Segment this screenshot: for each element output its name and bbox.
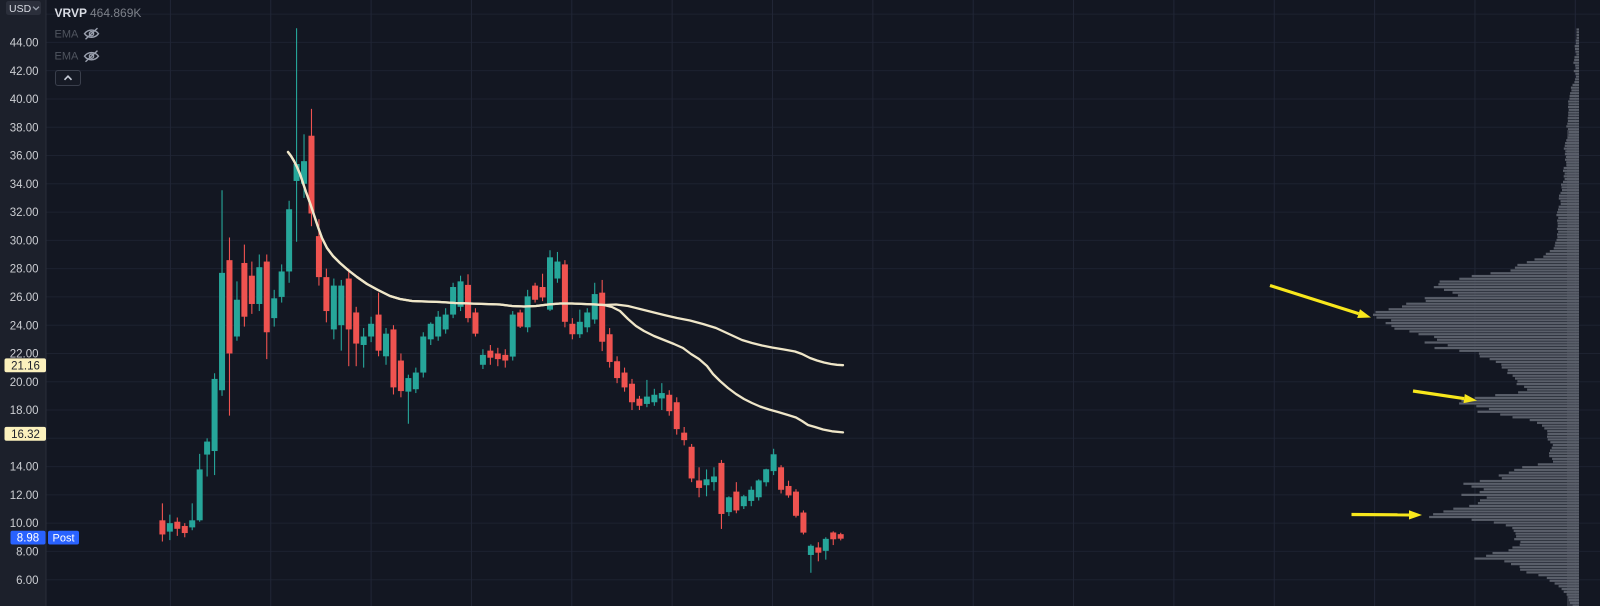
svg-text:38.00: 38.00 <box>10 122 39 134</box>
svg-text:16.32: 16.32 <box>11 429 40 441</box>
svg-text:USD: USD <box>9 3 32 15</box>
svg-text:26.00: 26.00 <box>10 292 39 304</box>
svg-text:14.00: 14.00 <box>10 462 39 474</box>
svg-text:40.00: 40.00 <box>10 94 39 106</box>
svg-text:8.98: 8.98 <box>17 533 39 545</box>
svg-text:8.00: 8.00 <box>16 547 38 559</box>
svg-text:42.00: 42.00 <box>10 66 39 78</box>
svg-text:21.16: 21.16 <box>11 360 40 372</box>
svg-text:EMA: EMA <box>55 29 80 41</box>
svg-text:32.00: 32.00 <box>10 207 39 219</box>
svg-text:20.00: 20.00 <box>10 377 39 389</box>
svg-text:34.00: 34.00 <box>10 179 39 191</box>
svg-text:22.00: 22.00 <box>10 349 39 361</box>
svg-text:24.00: 24.00 <box>10 320 39 332</box>
svg-text:Post: Post <box>52 533 74 545</box>
svg-text:18.00: 18.00 <box>10 405 39 417</box>
svg-text:28.00: 28.00 <box>10 264 39 276</box>
svg-text:36.00: 36.00 <box>10 151 39 163</box>
svg-text:12.00: 12.00 <box>10 490 39 502</box>
svg-text:464.869K: 464.869K <box>90 6 141 20</box>
svg-text:30.00: 30.00 <box>10 236 39 248</box>
svg-text:EMA: EMA <box>55 51 80 63</box>
svg-text:10.00: 10.00 <box>10 518 39 530</box>
svg-text:VRVP: VRVP <box>55 6 87 20</box>
svg-text:6.00: 6.00 <box>16 575 38 587</box>
svg-text:44.00: 44.00 <box>10 38 39 50</box>
